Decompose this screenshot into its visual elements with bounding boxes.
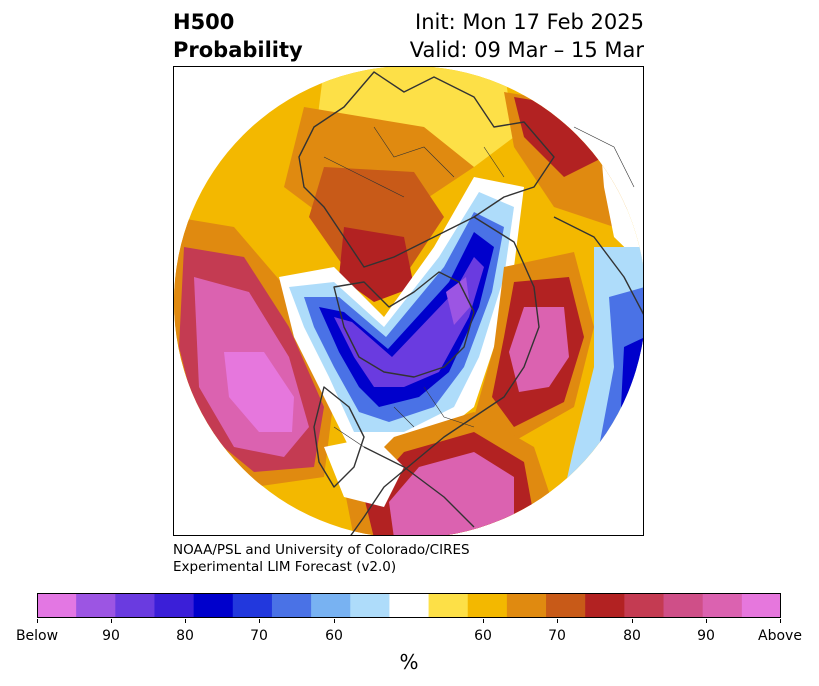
date-info: Init: Mon 17 Feb 2025 Valid: 09 Mar – 15… xyxy=(410,8,644,64)
credit-line-2: Experimental LIM Forecast (v2.0) xyxy=(173,559,397,575)
colorbar-swatch xyxy=(271,593,312,618)
coast-north-america xyxy=(363,446,475,528)
colorbar-segments xyxy=(37,593,781,618)
tick-label-above-80: 80 xyxy=(623,628,641,644)
pacific-max xyxy=(224,352,294,432)
colorbar-swatch xyxy=(350,593,391,618)
coast-arctic-islands xyxy=(333,271,475,378)
colorbar-swatch xyxy=(428,593,469,618)
tick-mark-5 xyxy=(483,619,484,623)
colorbar-swatch xyxy=(76,593,116,618)
coast-ne xyxy=(553,216,643,315)
colorbar-swatch xyxy=(702,593,743,618)
colorbar-swatch xyxy=(546,593,586,618)
eurasia-pink xyxy=(509,307,569,392)
tick-label-above-70: 70 xyxy=(548,628,566,644)
coast-eurasia-north xyxy=(298,71,555,268)
colorbar-swatch xyxy=(506,593,547,618)
cold-core xyxy=(334,257,484,387)
chart-title: H500 Probability xyxy=(173,8,303,64)
tick-label-below-80: 80 xyxy=(176,628,194,644)
colorbar-swatch xyxy=(154,593,195,618)
tick-mark-9 xyxy=(780,619,781,623)
coast-alaska xyxy=(313,386,365,488)
tick-label-above: Above xyxy=(758,628,802,644)
border-lines xyxy=(323,126,635,448)
colorbar-swatch xyxy=(585,593,625,618)
political-borders xyxy=(323,126,635,448)
valid-date: Valid: 09 Mar – 15 Mar xyxy=(409,38,644,62)
tick-label-below-60: 60 xyxy=(325,628,343,644)
coastlines xyxy=(298,71,643,535)
colorbar-swatch xyxy=(311,593,351,618)
colorbar xyxy=(37,593,781,618)
tick-label-below: Below xyxy=(15,628,59,644)
tick-label-above-60: 60 xyxy=(474,628,492,644)
tick-mark-3 xyxy=(259,619,260,623)
tick-label-below-70: 70 xyxy=(250,628,268,644)
init-date: Init: Mon 17 Feb 2025 xyxy=(415,10,644,34)
coast-europe-africa xyxy=(350,216,540,535)
colorbar-swatch xyxy=(37,593,77,618)
tick-label-below-90: 90 xyxy=(102,628,120,644)
tick-mark-1 xyxy=(111,619,112,623)
credit-line-1: NOAA/PSL and University of Colorado/CIRE… xyxy=(173,542,470,558)
ne-red-region xyxy=(514,97,604,177)
colorbar-swatch xyxy=(389,593,430,618)
credit-block: NOAA/PSL and University of Colorado/CIRE… xyxy=(173,542,470,576)
colorbar-outline xyxy=(37,593,781,618)
atlantic-pink xyxy=(389,452,514,535)
colorbar-swatch xyxy=(232,593,273,618)
colorbar-swatch xyxy=(115,593,156,618)
colorbar-unit: % xyxy=(399,650,419,674)
colorbar-swatch xyxy=(193,593,234,618)
colorbar-swatch xyxy=(741,593,781,618)
tick-mark-0 xyxy=(37,619,38,623)
polar-map-svg xyxy=(174,67,643,535)
nw-cold-edge xyxy=(174,447,234,535)
tick-mark-4 xyxy=(334,619,335,623)
tick-mark-2 xyxy=(185,619,186,623)
tick-mark-6 xyxy=(557,619,558,623)
colorbar-swatch xyxy=(624,593,665,618)
product-label: Probability xyxy=(173,38,303,62)
cold-max xyxy=(446,277,470,325)
tick-mark-7 xyxy=(632,619,633,623)
tick-mark-8 xyxy=(706,619,707,623)
neutral-pocket-1 xyxy=(324,437,404,507)
probability-map xyxy=(173,66,644,536)
colorbar-swatch xyxy=(467,593,508,618)
variable-label: H500 xyxy=(173,10,235,34)
tick-label-above-90: 90 xyxy=(697,628,715,644)
colorbar-swatch xyxy=(663,593,704,618)
